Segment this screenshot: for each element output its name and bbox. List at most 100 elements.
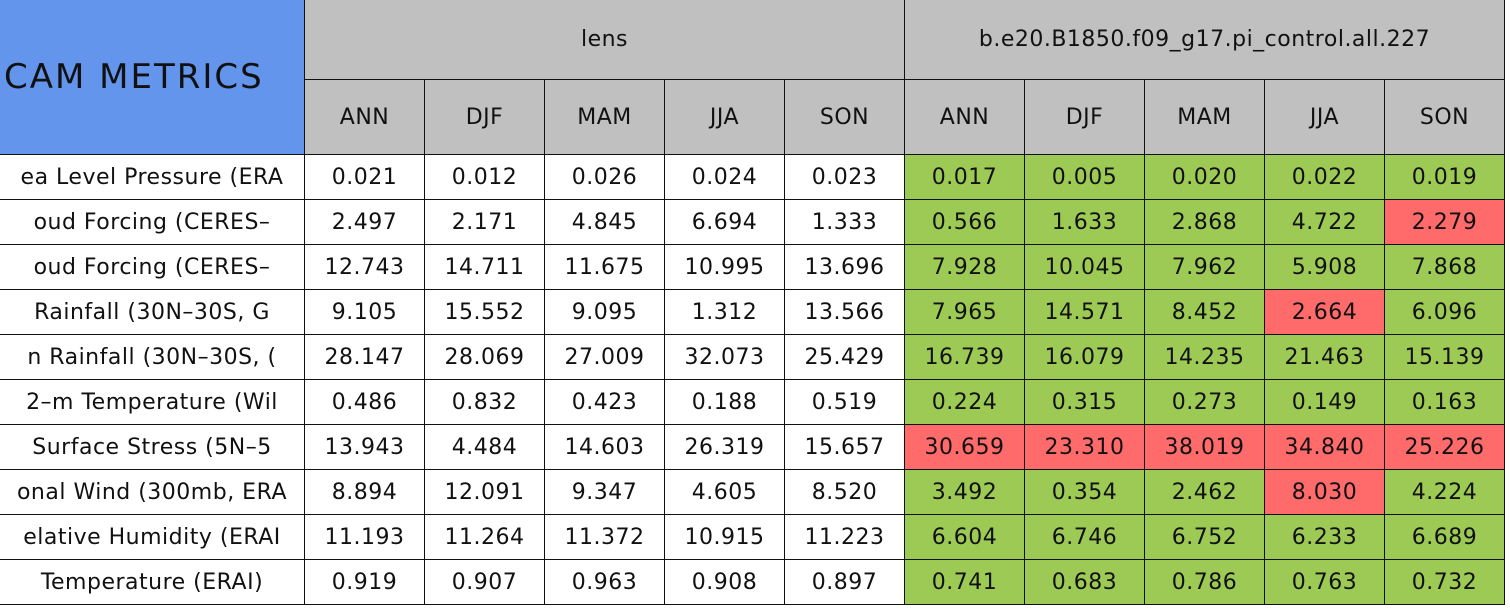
value-cell: 0.763: [1265, 560, 1385, 605]
season-header: SON: [1385, 80, 1505, 155]
value-cell: 0.486: [305, 380, 425, 425]
value-cell: 9.095: [545, 290, 665, 335]
value-cell: 0.019: [1385, 155, 1505, 200]
value-cell: 0.149: [1265, 380, 1385, 425]
season-header: MAM: [1145, 80, 1265, 155]
value-cell: 30.659: [905, 425, 1025, 470]
row-label: ea Level Pressure (ERA: [0, 155, 305, 200]
value-cell: 6.746: [1025, 515, 1145, 560]
value-cell: 9.347: [545, 470, 665, 515]
value-cell: 4.224: [1385, 470, 1505, 515]
value-cell: 16.739: [905, 335, 1025, 380]
value-cell: 4.722: [1265, 200, 1385, 245]
value-cell: 10.045: [1025, 245, 1145, 290]
value-cell: 4.845: [545, 200, 665, 245]
value-cell: 0.907: [425, 560, 545, 605]
value-cell: 0.188: [665, 380, 785, 425]
value-cell: 0.022: [1265, 155, 1385, 200]
value-cell: 7.962: [1145, 245, 1265, 290]
row-label: Temperature (ERAI): [0, 560, 305, 605]
value-cell: 38.019: [1145, 425, 1265, 470]
value-cell: 0.273: [1145, 380, 1265, 425]
value-cell: 0.020: [1145, 155, 1265, 200]
value-cell: 0.354: [1025, 470, 1145, 515]
value-cell: 0.024: [665, 155, 785, 200]
value-cell: 0.012: [425, 155, 545, 200]
value-cell: 34.840: [1265, 425, 1385, 470]
row-label: oud Forcing (CERES–: [0, 245, 305, 290]
value-cell: 4.605: [665, 470, 785, 515]
value-cell: 13.696: [785, 245, 905, 290]
value-cell: 15.552: [425, 290, 545, 335]
value-cell: 0.832: [425, 380, 545, 425]
value-cell: 0.741: [905, 560, 1025, 605]
value-cell: 0.519: [785, 380, 905, 425]
value-cell: 11.675: [545, 245, 665, 290]
value-cell: 0.017: [905, 155, 1025, 200]
value-cell: 28.069: [425, 335, 545, 380]
value-cell: 16.079: [1025, 335, 1145, 380]
value-cell: 8.452: [1145, 290, 1265, 335]
value-cell: 2.462: [1145, 470, 1265, 515]
value-cell: 8.520: [785, 470, 905, 515]
value-cell: 21.463: [1265, 335, 1385, 380]
value-cell: 0.005: [1025, 155, 1145, 200]
value-cell: 11.223: [785, 515, 905, 560]
value-cell: 27.009: [545, 335, 665, 380]
row-label: 2–m Temperature (Wil: [0, 380, 305, 425]
value-cell: 12.743: [305, 245, 425, 290]
group-header: b.e20.B1850.f09_g17.pi_control.all.227: [905, 0, 1505, 80]
value-cell: 7.965: [905, 290, 1025, 335]
value-cell: 3.492: [905, 470, 1025, 515]
value-cell: 0.026: [545, 155, 665, 200]
value-cell: 14.711: [425, 245, 545, 290]
value-cell: 13.943: [305, 425, 425, 470]
value-cell: 0.897: [785, 560, 905, 605]
value-cell: 0.163: [1385, 380, 1505, 425]
value-cell: 6.694: [665, 200, 785, 245]
season-header: DJF: [425, 80, 545, 155]
row-label: oud Forcing (CERES–: [0, 200, 305, 245]
row-label: n Rainfall (30N–30S, (: [0, 335, 305, 380]
value-cell: 2.279: [1385, 200, 1505, 245]
value-cell: 12.091: [425, 470, 545, 515]
group-header: lens: [305, 0, 905, 80]
value-cell: 2.868: [1145, 200, 1265, 245]
season-header: SON: [785, 80, 905, 155]
value-cell: 0.908: [665, 560, 785, 605]
value-cell: 11.372: [545, 515, 665, 560]
row-label: onal Wind (300mb, ERA: [0, 470, 305, 515]
value-cell: 7.928: [905, 245, 1025, 290]
value-cell: 2.497: [305, 200, 425, 245]
value-cell: 8.894: [305, 470, 425, 515]
value-cell: 25.226: [1385, 425, 1505, 470]
title-cell: CAM METRICS: [0, 0, 305, 155]
value-cell: 0.732: [1385, 560, 1505, 605]
value-cell: 0.315: [1025, 380, 1145, 425]
value-cell: 0.919: [305, 560, 425, 605]
season-header: JJA: [1265, 80, 1385, 155]
value-cell: 0.566: [905, 200, 1025, 245]
value-cell: 0.683: [1025, 560, 1145, 605]
value-cell: 15.657: [785, 425, 905, 470]
value-cell: 5.908: [1265, 245, 1385, 290]
value-cell: 7.868: [1385, 245, 1505, 290]
value-cell: 6.096: [1385, 290, 1505, 335]
value-cell: 2.171: [425, 200, 545, 245]
value-cell: 6.604: [905, 515, 1025, 560]
value-cell: 10.915: [665, 515, 785, 560]
value-cell: 0.224: [905, 380, 1025, 425]
value-cell: 1.633: [1025, 200, 1145, 245]
season-header: ANN: [905, 80, 1025, 155]
value-cell: 15.139: [1385, 335, 1505, 380]
value-cell: 14.571: [1025, 290, 1145, 335]
value-cell: 4.484: [425, 425, 545, 470]
value-cell: 0.023: [785, 155, 905, 200]
value-cell: 9.105: [305, 290, 425, 335]
row-label: elative Humidity (ERAI: [0, 515, 305, 560]
value-cell: 32.073: [665, 335, 785, 380]
value-cell: 28.147: [305, 335, 425, 380]
value-cell: 13.566: [785, 290, 905, 335]
value-cell: 6.233: [1265, 515, 1385, 560]
